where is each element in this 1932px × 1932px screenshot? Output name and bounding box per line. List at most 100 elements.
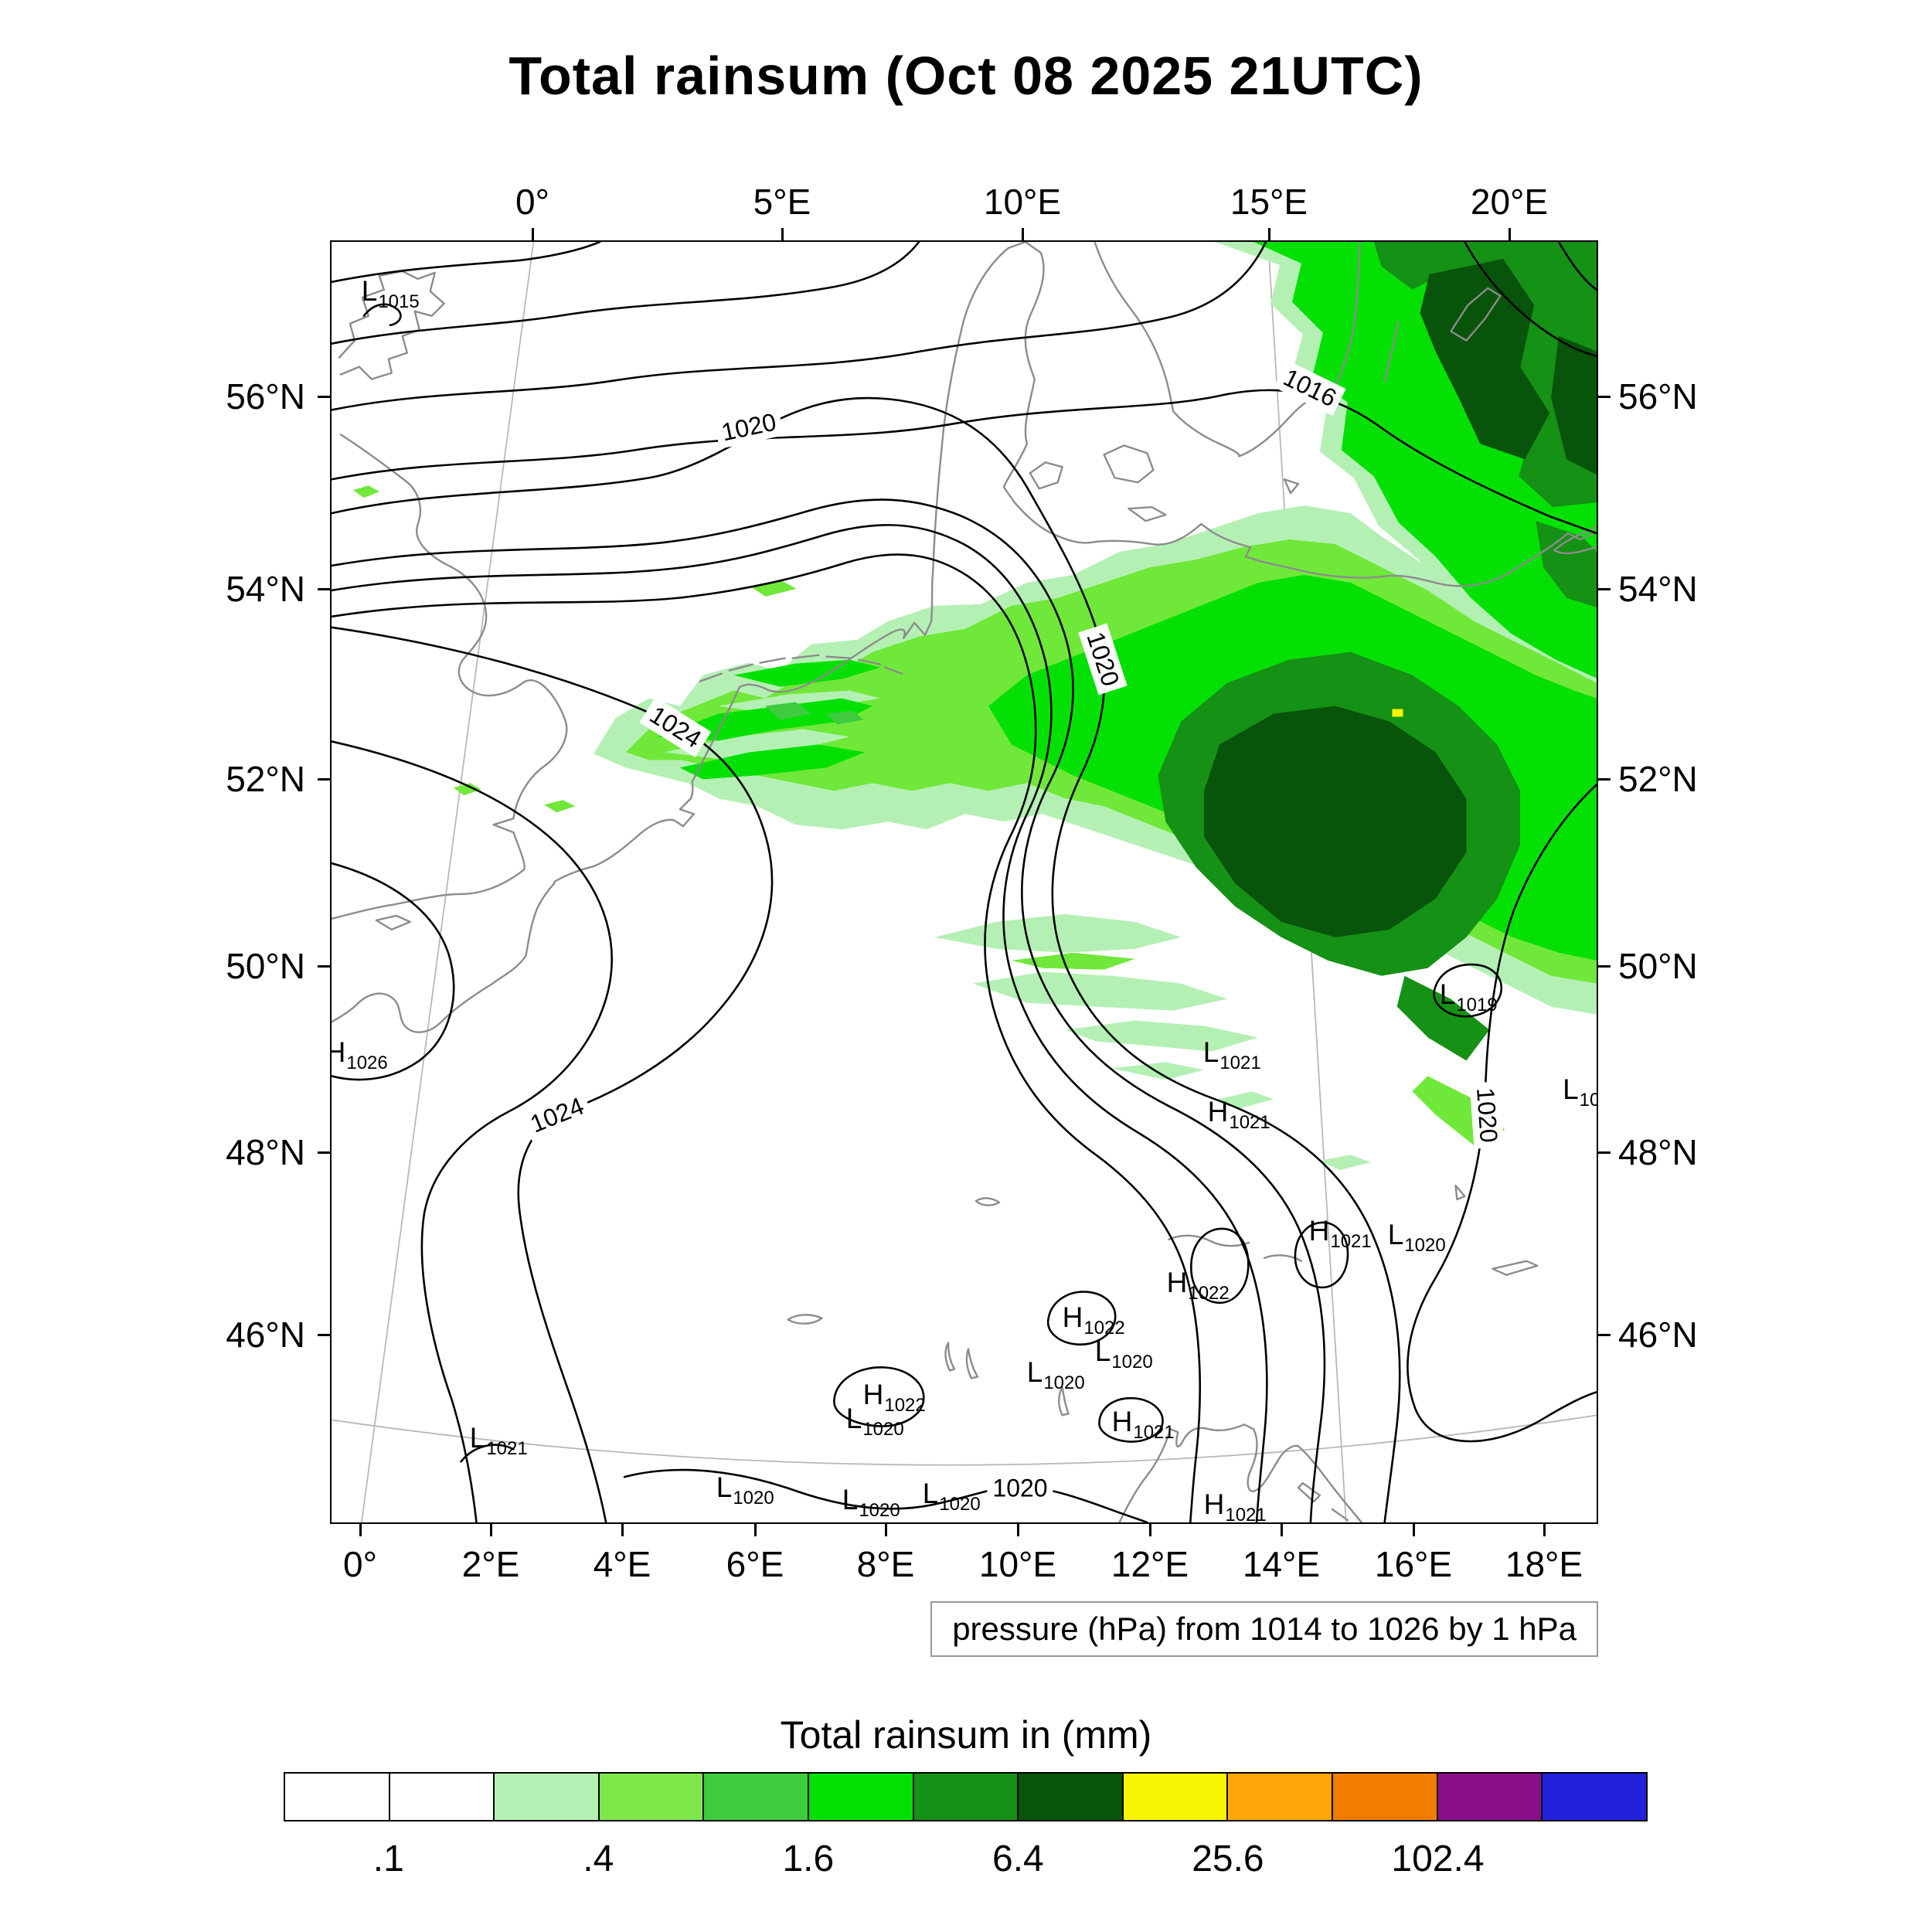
axis-tick-bottom (1543, 1524, 1546, 1536)
rain-light-speck (544, 800, 576, 813)
pressure-center-value: 1020 (939, 1494, 981, 1515)
isobar-1023 (332, 553, 1202, 1522)
contour-inline-label: 1024 (521, 1088, 594, 1142)
pressure-center: L1020 (716, 1471, 774, 1509)
coast-wadden-islands (699, 654, 903, 682)
axis-tick-left (318, 964, 330, 968)
meridian-0E (361, 242, 535, 1522)
axis-label-right: 52°N (1618, 759, 1698, 799)
pressure-center-value: 1021 (1219, 1053, 1261, 1074)
axis-tick-right (1598, 964, 1611, 968)
pressure-center-value: 1021 (1133, 1422, 1175, 1444)
axis-tick-bottom (1148, 1524, 1151, 1536)
pressure-center-letter: L (716, 1471, 733, 1504)
pressure-contours (332, 242, 1597, 1522)
lake-constance (975, 1197, 1001, 1206)
axis-label-left: 54°N (226, 569, 305, 609)
colorbar-cell (704, 1774, 810, 1820)
pressure-center-letter: L (842, 1484, 859, 1516)
contour-inline-label: 1020 (713, 406, 784, 449)
pressure-center-letter: L (1439, 978, 1456, 1011)
axis-tick-bottom (884, 1524, 887, 1536)
axis-tick-top (1021, 228, 1024, 240)
pressure-center-letter: H (330, 1036, 346, 1069)
pressure-center-letter: L (1202, 1036, 1219, 1069)
axis-label-right: 54°N (1618, 569, 1698, 609)
colorbar-cell (809, 1774, 914, 1820)
isobar (332, 242, 1267, 411)
rain-pale-streak (1065, 1020, 1259, 1052)
pressure-center-value: 1019 (1456, 995, 1498, 1016)
pressure-center: L1021 (1202, 1036, 1261, 1073)
axis-tick-bottom (1280, 1524, 1283, 1536)
isobar-1020-main (332, 396, 1401, 1522)
chart-title: Total rainsum (Oct 08 2025 21UTC) (509, 46, 1423, 106)
pressure-center-value: 1022 (1188, 1283, 1230, 1304)
axis-label-bottom: 10°E (978, 1544, 1057, 1584)
axis-label-bottom: 0° (343, 1544, 377, 1584)
pressure-center-value: 1021 (486, 1438, 528, 1460)
pressure-center: H1022 (1062, 1301, 1125, 1338)
contour-inline-label: 1024 (639, 696, 712, 758)
pressure-center: H1026 (330, 1036, 388, 1073)
axis-tick-top (781, 228, 784, 240)
isobar-1025 (332, 740, 613, 1522)
isobar-hook (460, 1444, 515, 1463)
isobar (332, 242, 601, 284)
lake-como (965, 1348, 979, 1379)
pressure-center-value: 1020 (862, 1419, 904, 1440)
axis-label-bottom: 6°E (726, 1544, 784, 1584)
axis-tick-left (318, 1333, 330, 1336)
pressure-center-value: 10 (1579, 1090, 1598, 1111)
lake-balaton (1492, 1260, 1539, 1276)
pressure-center-letter: H (1166, 1267, 1188, 1299)
axis-label-right: 56°N (1618, 376, 1698, 417)
colorbar-cell (913, 1774, 1019, 1820)
axis-tick-right (1598, 1151, 1611, 1154)
pressure-center-value: 1015 (378, 291, 420, 313)
isobar-1020-south (623, 1468, 1148, 1522)
pressure-center: L1015 (362, 275, 420, 312)
pressure-center: L1021 (470, 1422, 528, 1459)
pressure-center: H1021 (1111, 1406, 1175, 1443)
pressure-center-letter: H (1062, 1301, 1083, 1334)
colorbar-cell (285, 1774, 390, 1820)
pressure-center-letter: L (1387, 1219, 1404, 1251)
pressure-center: L10 (1563, 1073, 1598, 1111)
isobar-closed (1046, 1291, 1117, 1346)
pressure-center-value: 1021 (1229, 1112, 1270, 1134)
rain-pale-speck (1218, 1091, 1274, 1109)
axis-tick-bottom (1412, 1524, 1415, 1536)
legend-title: Total rainsum in (mm) (780, 1713, 1152, 1757)
axis-tick-bottom (621, 1524, 624, 1536)
isobar-closed (1294, 1221, 1349, 1289)
coast-continent (553, 242, 1597, 883)
coast-scotland (338, 270, 445, 380)
rain-pale-speck (1319, 1155, 1371, 1171)
axis-tick-right (1598, 777, 1611, 781)
axis-label-top: 20°E (1470, 182, 1549, 222)
axis-label-left: 56°N (226, 376, 305, 417)
axis-tick-left (318, 395, 330, 398)
rain-green-streak (656, 698, 873, 741)
isobar-1020-east (1406, 784, 1597, 1443)
pressure-center-letter: H (1207, 1096, 1229, 1128)
coast-baltic-southeast (1553, 526, 1597, 554)
colorbar-cell (1437, 1774, 1543, 1820)
axis-label-top: 0° (515, 182, 549, 222)
rain-shading (352, 242, 1597, 1171)
rain-dark-tail (1396, 975, 1490, 1061)
pressure-center-value: 1022 (884, 1395, 926, 1417)
pressure-center-letter: H (1111, 1406, 1133, 1438)
rain-dark-edge (1536, 521, 1597, 607)
colorbar-cell (1228, 1774, 1334, 1820)
rain-dark-northeast (1373, 242, 1597, 508)
axis-label-right: 50°N (1618, 946, 1698, 986)
axis-tick-right (1598, 1333, 1611, 1336)
lake-neusiedl (1454, 1184, 1466, 1201)
axis-label-right: 46°N (1618, 1315, 1698, 1355)
pressure-center-value: 1021 (1225, 1505, 1267, 1524)
contour-inline-label: 1016 (1274, 359, 1346, 417)
isobar-1026 (332, 862, 455, 1081)
rain-vdark-northeast (1551, 335, 1597, 475)
